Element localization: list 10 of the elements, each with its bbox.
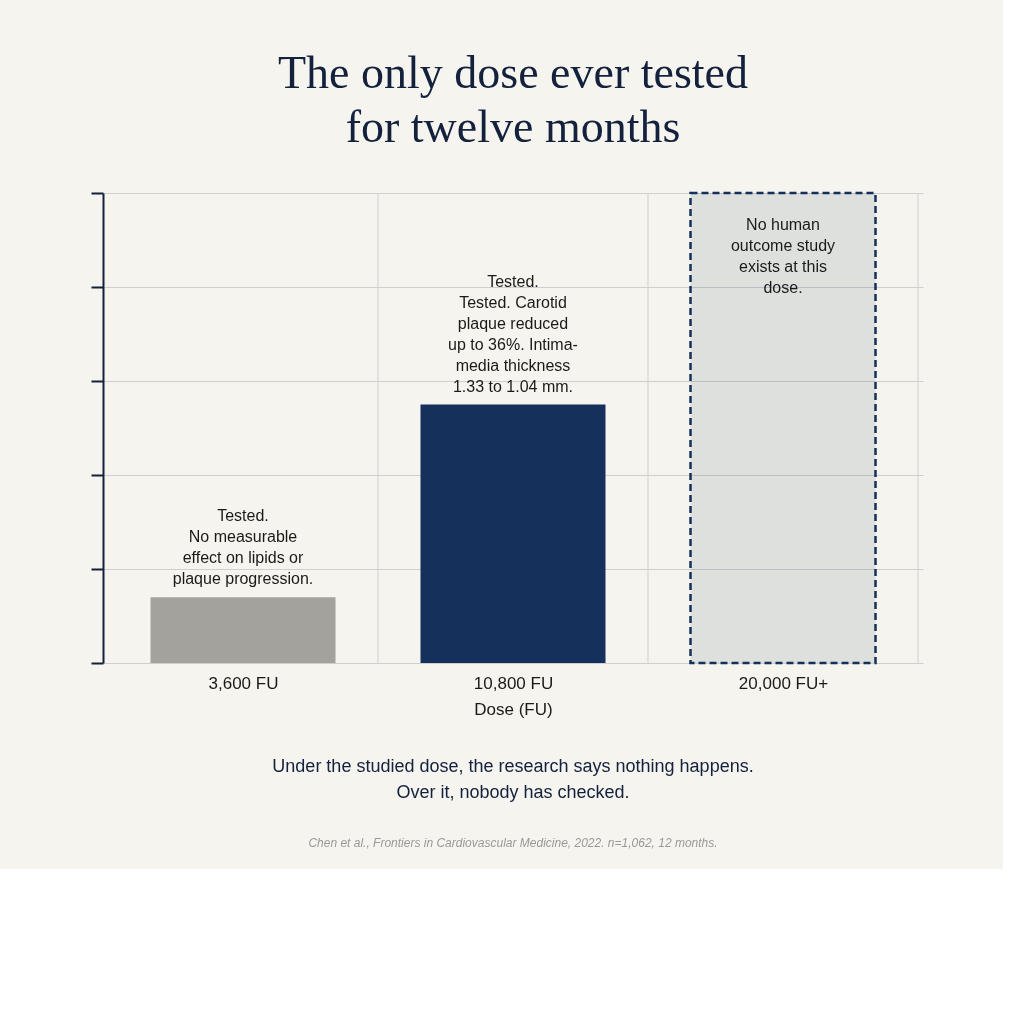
x-axis-title: Dose (FU) <box>474 699 553 719</box>
x-tick-label: 3,600 FU <box>208 673 279 693</box>
chart-title: The only dose ever tested for twelve months <box>277 46 749 152</box>
annotation: Tested. Tested. Carotid plaque reduced up to 36%. Intima- media thickness 1.33 to 1.04 mm. <box>448 272 578 395</box>
text: Chen et al., Frontiers in Cardiovascular Medicine, 2022. n=1,062, 12 months. <box>308 836 718 850</box>
annotation: Tested. No measurable effect on lipids or plaque progression. <box>172 507 314 588</box>
annotation: No human outcome study exists at this dose. <box>730 216 836 296</box>
x-tick-label: 10,800 FU <box>473 673 554 693</box>
x-tick-label: 20,000 FU+ <box>738 673 829 693</box>
text: Under the studied dose, the research says nothing happens. Over it, nobody has checked. <box>272 756 754 802</box>
